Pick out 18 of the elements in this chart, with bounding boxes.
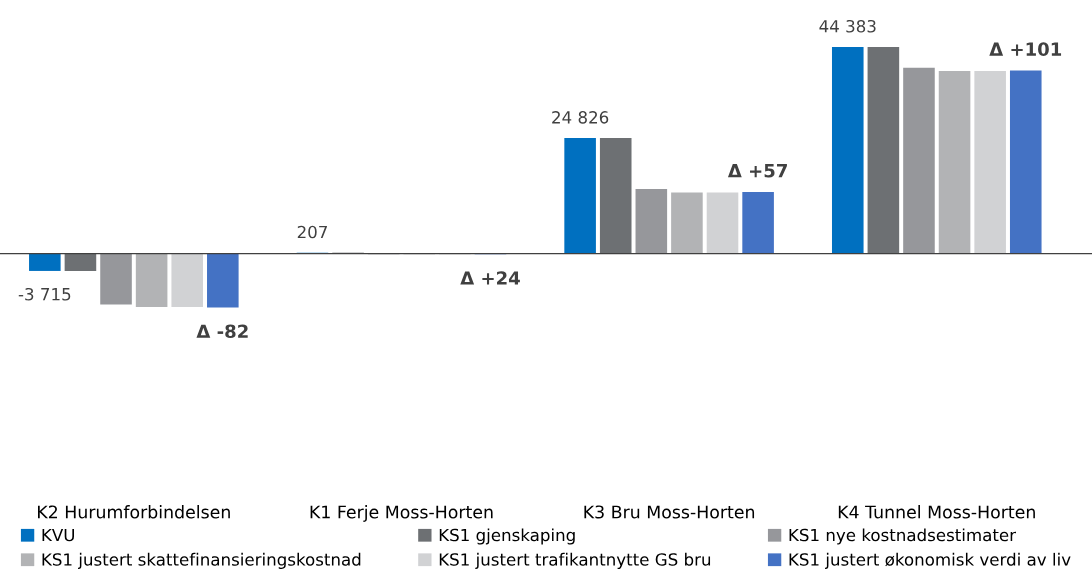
annotation: Δ +101: [989, 42, 1062, 56]
x-tick-label: K3 Bru Moss-Horten: [584, 505, 755, 519]
legend-label: KS1 gjenskaping: [439, 528, 575, 545]
x-tick-label: K4 Tunnel Moss-Horten: [838, 505, 1035, 519]
legend-label: KS1 justert skattefinansieringskostnad: [42, 552, 361, 569]
legend-label: KS1 nye kostnadsestimater: [789, 528, 1017, 545]
legend-label: KVU: [42, 528, 74, 542]
annotation: Δ +24: [460, 271, 520, 285]
data-label: 44 383: [819, 19, 876, 33]
legend-label: KS1 justert økonomisk verdi av liv: [789, 552, 1071, 569]
text: Δ -82: [196, 324, 248, 339]
annotation: Δ +57: [727, 164, 787, 178]
data-label: 24 826: [552, 111, 609, 124]
data-label: -3 715: [18, 287, 71, 301]
x-tick-label: K2 Hurumforbindelsen: [38, 505, 230, 519]
x-tick-label: K1 Ferje Moss-Horten: [310, 505, 493, 522]
legend-label: KS1 justert trafikantnytte GS bru: [439, 552, 711, 569]
data-label: 207: [297, 225, 327, 239]
